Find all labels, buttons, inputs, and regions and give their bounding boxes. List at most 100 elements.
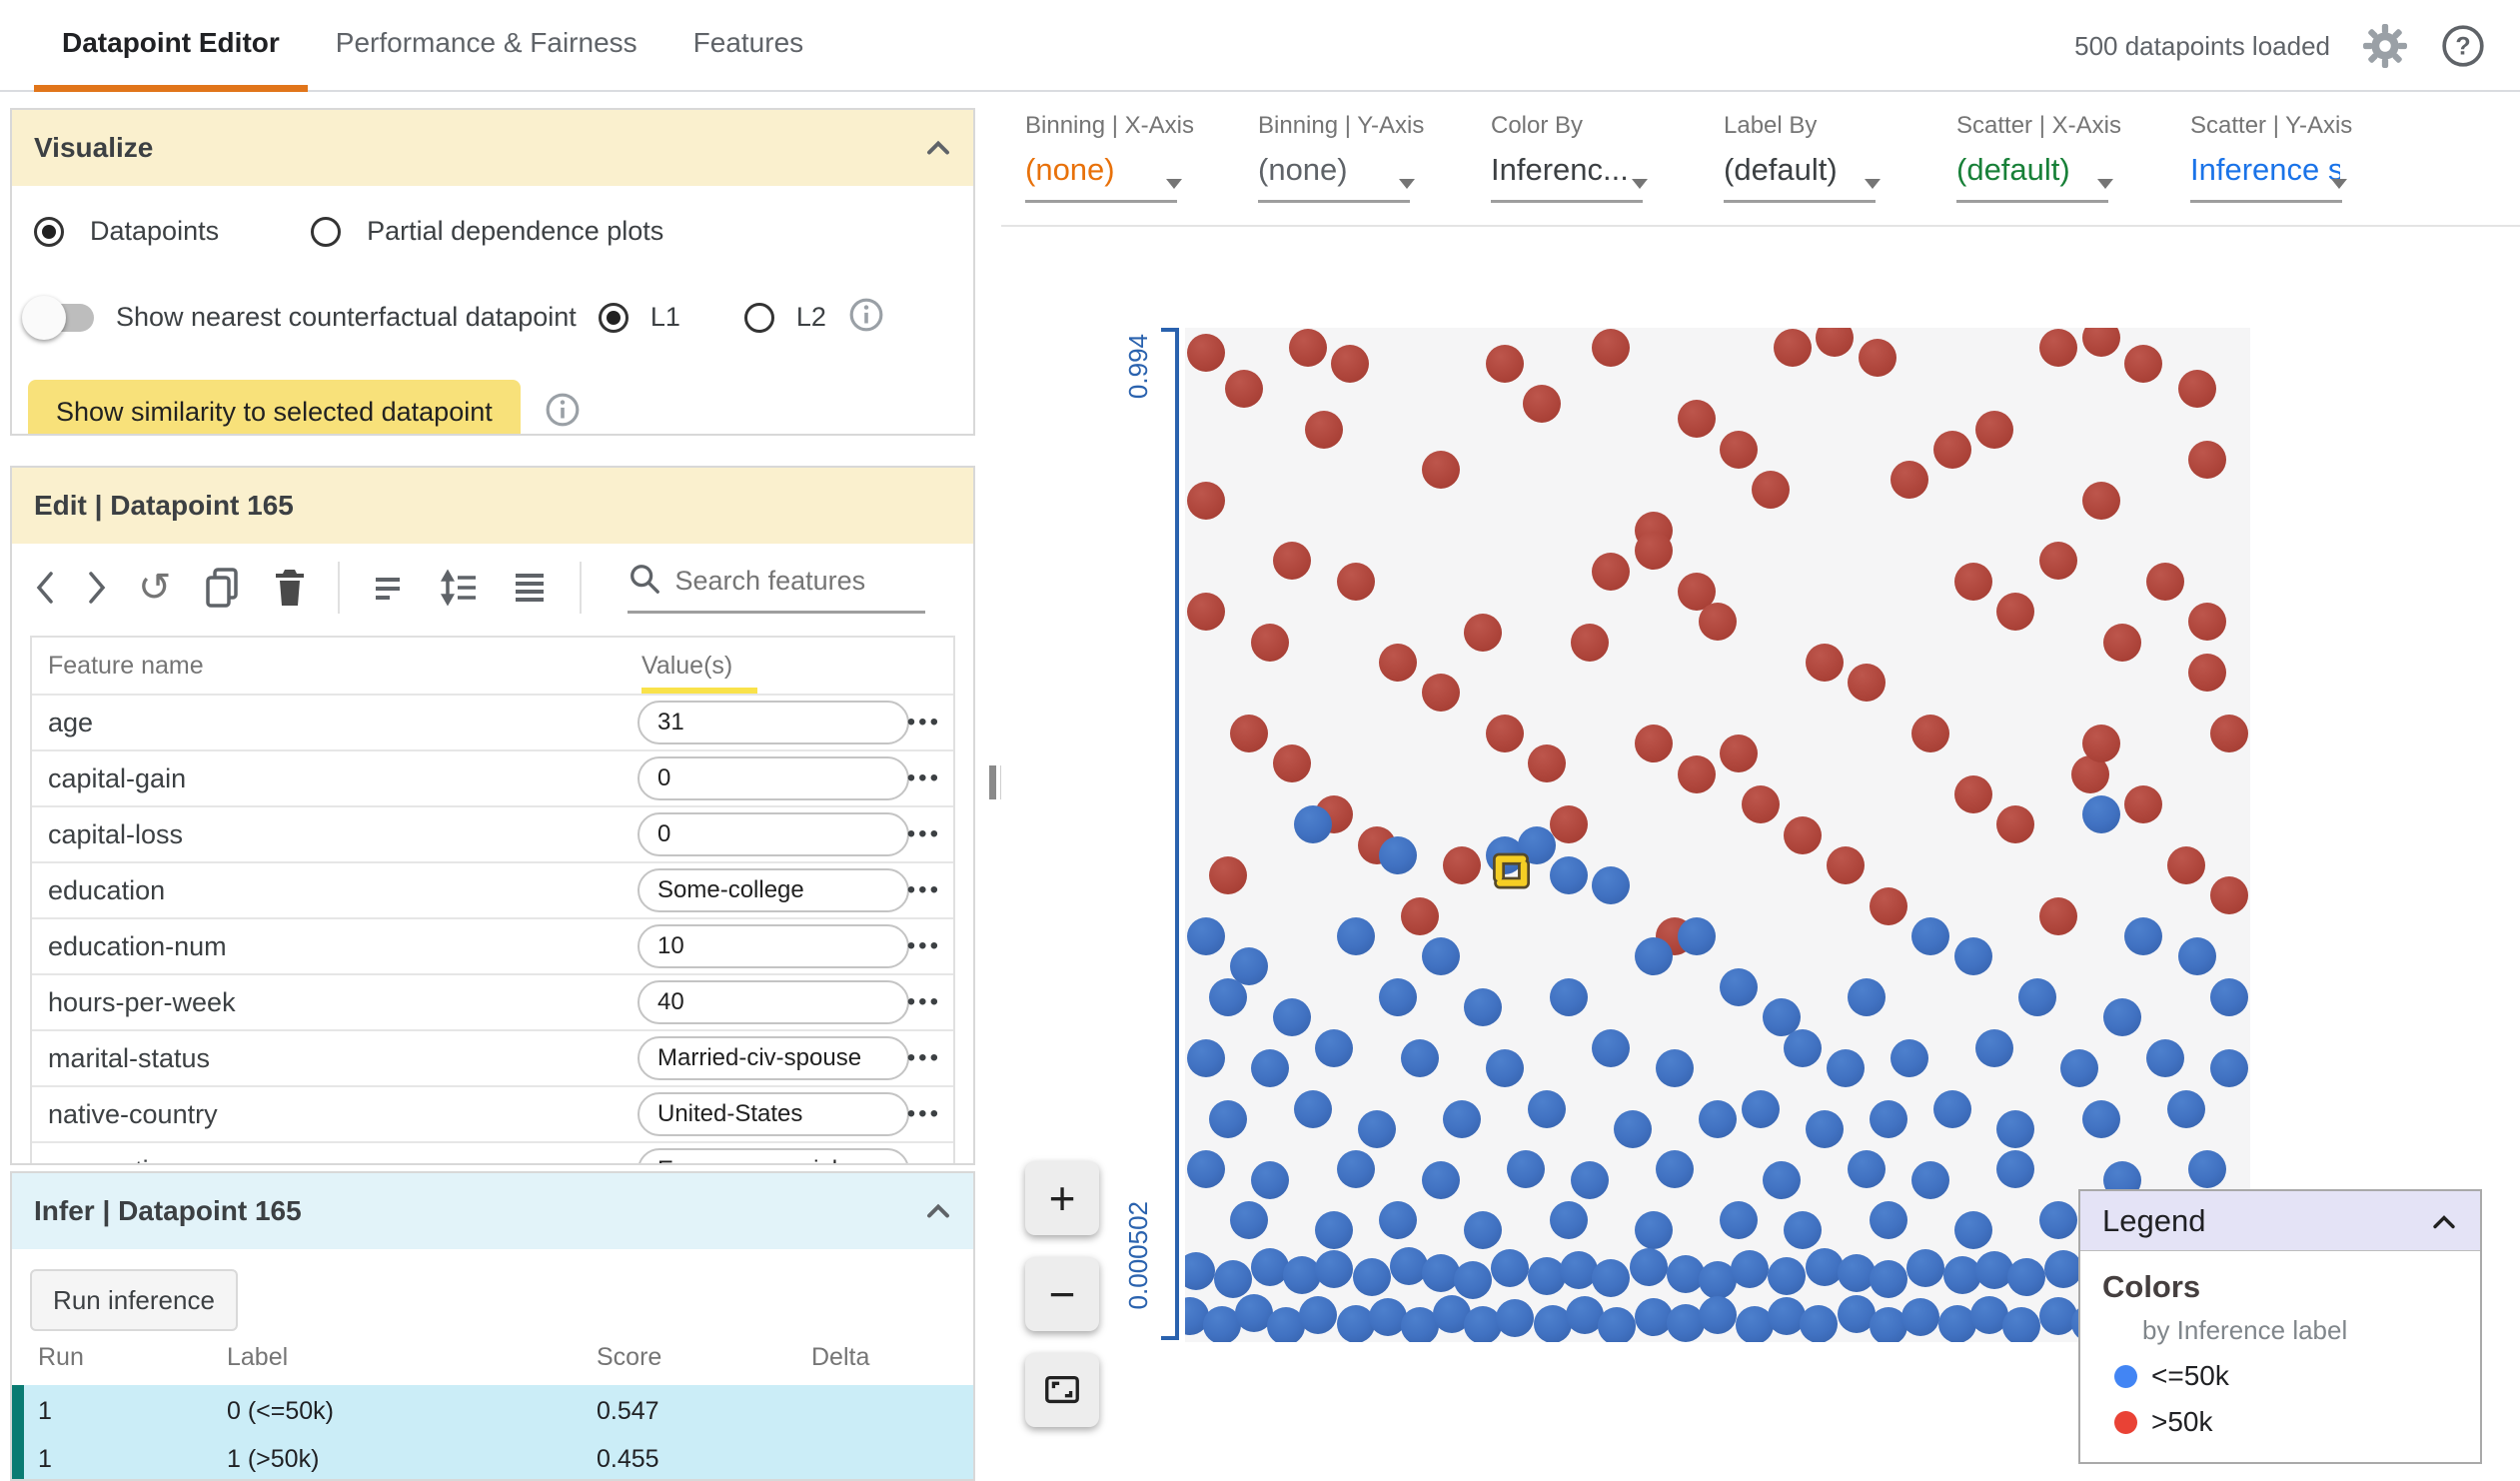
datapoint-<=50k[interactable] [1592, 866, 1630, 904]
datapoint-<=50k[interactable] [1806, 1110, 1844, 1148]
datapoint-<=50k[interactable] [1870, 1201, 1907, 1239]
datapoint->50k[interactable] [1635, 725, 1673, 762]
datapoint->50k[interactable] [1379, 644, 1417, 682]
datapoint-<=50k[interactable] [1422, 937, 1460, 975]
datapoint-<=50k[interactable] [1550, 978, 1588, 1016]
datapoint-<=50k[interactable] [1598, 1307, 1636, 1342]
datapoint->50k[interactable] [1870, 887, 1907, 925]
datapoint->50k[interactable] [2124, 345, 2162, 383]
datapoint-<=50k[interactable] [1742, 1090, 1780, 1128]
datapoint-<=50k[interactable] [1209, 1100, 1247, 1138]
feature-menu-icon[interactable]: ••• [907, 1100, 941, 1128]
values-column-header[interactable]: Value(s) [641, 652, 732, 681]
datapoint-<=50k[interactable] [1827, 1049, 1865, 1087]
datapoint-<=50k[interactable] [1550, 1201, 1588, 1239]
datapoint-<=50k[interactable] [1464, 1211, 1502, 1249]
datapoint->50k[interactable] [1635, 532, 1673, 570]
datapoint-<=50k[interactable] [1358, 1110, 1396, 1148]
datapoint-<=50k[interactable] [1230, 1201, 1268, 1239]
datapoint-<=50k[interactable] [1656, 1150, 1694, 1188]
datapoint->50k[interactable] [2124, 785, 2162, 823]
datapoints-radio[interactable] [34, 217, 64, 247]
datapoint->50k[interactable] [1305, 411, 1343, 449]
datapoint-<=50k[interactable] [1699, 1296, 1737, 1334]
datapoint-<=50k[interactable] [1678, 917, 1716, 955]
datapoint-<=50k[interactable] [1486, 1049, 1524, 1087]
datapoint-<=50k[interactable] [1315, 1250, 1353, 1288]
datapoint-<=50k[interactable] [2188, 1150, 2226, 1188]
datapoint->50k[interactable] [1486, 715, 1524, 752]
datapoint-<=50k[interactable] [1592, 1259, 1630, 1297]
datapoint-<=50k[interactable] [1315, 1029, 1353, 1067]
info-icon[interactable] [848, 297, 884, 338]
datapoint-<=50k[interactable] [1933, 1090, 1971, 1128]
datapoint-<=50k[interactable] [1464, 988, 1502, 1026]
datapoint-<=50k[interactable] [1906, 1249, 1944, 1287]
datapoint-<=50k[interactable] [1496, 1299, 1534, 1337]
feature-menu-icon[interactable]: ••• [907, 820, 941, 848]
datapoint-<=50k[interactable] [1187, 1150, 1225, 1188]
binning-x-dropdown[interactable]: Binning | X-Axis (none) [1025, 112, 1200, 188]
datapoint-<=50k[interactable] [1507, 1150, 1545, 1188]
l1-radio[interactable] [599, 303, 629, 333]
datapoint-<=50k[interactable] [1187, 917, 1225, 955]
datapoint-<=50k[interactable] [2060, 1049, 2098, 1087]
datapoint-<=50k[interactable] [1699, 1100, 1737, 1138]
datapoint->50k[interactable] [1486, 345, 1524, 383]
short-text-view-icon[interactable] [370, 568, 410, 608]
datapoint-<=50k[interactable] [1251, 1049, 1289, 1087]
feature-menu-icon[interactable]: ••• [907, 764, 941, 792]
selected-datapoint-marker[interactable] [1486, 845, 1536, 900]
datapoint-<=50k[interactable] [1337, 1150, 1375, 1188]
datapoint-<=50k[interactable] [1185, 1252, 1215, 1290]
datapoint-<=50k[interactable] [1720, 1201, 1758, 1239]
counterfactual-toggle[interactable] [28, 304, 94, 332]
datapoint->50k[interactable] [1678, 400, 1716, 438]
feature-value-input[interactable] [637, 980, 909, 1024]
datapoint->50k[interactable] [1911, 715, 1949, 752]
datapoint-<=50k[interactable] [1422, 1161, 1460, 1199]
datapoint-<=50k[interactable] [1911, 917, 1949, 955]
datapoint->50k[interactable] [2188, 441, 2226, 479]
datapoint->50k[interactable] [2039, 542, 2077, 580]
datapoint->50k[interactable] [2082, 328, 2120, 357]
datapoint->50k[interactable] [2167, 846, 2205, 884]
datapoint-<=50k[interactable] [1635, 937, 1673, 975]
datapoint-<=50k[interactable] [2002, 1307, 2040, 1342]
feature-value-input[interactable] [637, 1036, 909, 1080]
feature-value-input[interactable] [637, 756, 909, 800]
datapoint->50k[interactable] [1464, 614, 1502, 652]
feature-value-input[interactable] [637, 1148, 909, 1165]
feature-menu-icon[interactable]: ••• [907, 876, 941, 904]
show-similarity-button[interactable]: Show similarity to selected datapoint [28, 380, 521, 436]
datapoint-<=50k[interactable] [1379, 978, 1417, 1016]
datapoint-<=50k[interactable] [2039, 1201, 2077, 1239]
collapse-chevron-icon[interactable] [925, 132, 951, 164]
datapoint-<=50k[interactable] [1720, 968, 1758, 1006]
tab-performance-fairness[interactable]: Performance & Fairness [308, 0, 665, 92]
datapoint->50k[interactable] [1954, 775, 1992, 813]
datapoint->50k[interactable] [1742, 785, 1780, 823]
datapoint->50k[interactable] [1933, 431, 1971, 469]
datapoint->50k[interactable] [2210, 876, 2248, 914]
datapoint->50k[interactable] [1401, 897, 1439, 935]
datapoint->50k[interactable] [1550, 805, 1588, 843]
datapoint-<=50k[interactable] [1187, 1039, 1225, 1077]
tab-features[interactable]: Features [665, 0, 832, 92]
datapoint->50k[interactable] [1720, 431, 1758, 469]
datapoint->50k[interactable] [1774, 329, 1812, 367]
datapoint->50k[interactable] [1678, 755, 1716, 793]
datapoint->50k[interactable] [2039, 897, 2077, 935]
dense-list-view-icon[interactable] [510, 568, 550, 608]
datapoint->50k[interactable] [2188, 654, 2226, 692]
info-icon[interactable] [545, 392, 581, 433]
feature-value-input[interactable] [637, 1092, 909, 1136]
datapoint-<=50k[interactable] [1731, 1250, 1769, 1288]
datapoint-<=50k[interactable] [1911, 1161, 1949, 1199]
datapoint->50k[interactable] [1859, 339, 1896, 377]
datapoint-<=50k[interactable] [2018, 978, 2056, 1016]
datapoint-<=50k[interactable] [1454, 1261, 1492, 1299]
feature-menu-icon[interactable]: ••• [907, 932, 941, 960]
datapoint-<=50k[interactable] [2103, 998, 2141, 1036]
datapoint->50k[interactable] [1273, 542, 1311, 580]
